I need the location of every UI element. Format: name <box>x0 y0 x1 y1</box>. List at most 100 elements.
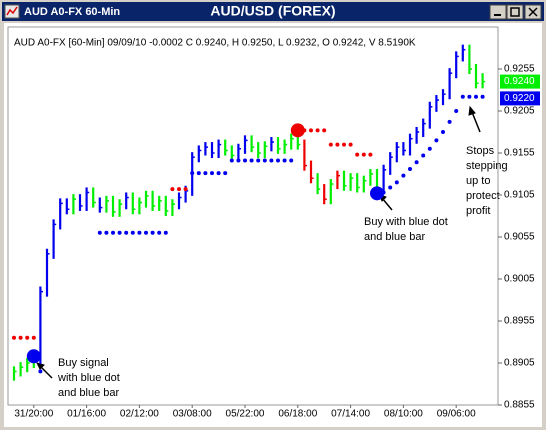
annotation: with blue dot <box>57 372 120 384</box>
x-tick-label: 03/08:00 <box>173 409 212 420</box>
y-tick-label: 0.8855 <box>504 400 535 411</box>
stop-dot <box>183 187 188 192</box>
window-buttons <box>489 4 542 20</box>
stop-dot <box>282 158 287 163</box>
stop-dot <box>25 335 30 340</box>
stop-dot <box>196 171 201 176</box>
y-tick-label: 0.8905 <box>504 358 535 369</box>
arrow-line <box>471 111 481 133</box>
price-tag <box>500 74 540 89</box>
stop-dot <box>243 158 247 163</box>
arrow-head <box>468 105 476 116</box>
stop-dot <box>190 171 195 176</box>
stop-dot <box>348 142 353 147</box>
stop-dot <box>130 230 135 235</box>
stop-dot <box>401 173 406 178</box>
stop-dot <box>427 146 432 151</box>
y-tick-label: 0.9005 <box>504 274 535 285</box>
stop-dot <box>454 109 459 113</box>
stop-dot <box>414 160 419 165</box>
stop-dot <box>289 158 294 163</box>
stop-dot <box>276 158 280 163</box>
annotation: and blue bar <box>364 231 425 243</box>
annotation: and blue bar <box>58 387 119 399</box>
stop-dot <box>460 94 465 99</box>
stop-dot <box>394 180 399 185</box>
stop-dot <box>210 171 214 176</box>
app-icon-glyph <box>6 6 18 16</box>
chart-title: AUD/USD (FOREX) <box>210 3 335 19</box>
stop-dot <box>38 369 43 374</box>
stop-dot <box>170 187 175 192</box>
stop-dot <box>216 171 221 176</box>
stop-dot <box>256 158 261 163</box>
stop-dot <box>335 142 340 147</box>
stop-dot <box>355 152 360 157</box>
close-glyph <box>528 7 538 17</box>
stop-dot <box>434 138 439 143</box>
stop-dot <box>124 230 129 235</box>
stop-dot <box>97 230 102 235</box>
chart-area <box>4 23 542 427</box>
stop-dot <box>177 187 181 192</box>
y-tick-label: 0.9205 <box>504 106 535 117</box>
annotation: Buy with blue dot <box>364 216 448 228</box>
stop-dot <box>12 335 16 340</box>
y-tick-label: 0.9105 <box>504 190 535 201</box>
stop-dot <box>408 166 412 171</box>
title-bar <box>2 2 544 21</box>
annotation: Stops <box>466 145 495 157</box>
stop-dot <box>144 230 148 235</box>
stop-dot <box>262 158 267 163</box>
stop-dot <box>249 158 254 163</box>
y-tick-label: 0.8955 <box>504 316 535 327</box>
x-tick-label: 06/18:00 <box>278 409 317 420</box>
stop-dot <box>137 230 142 235</box>
price-tag-label: 0.9220 <box>504 93 535 104</box>
stop-dot <box>229 158 234 163</box>
stop-dot <box>309 128 313 133</box>
stop-dot <box>361 152 366 157</box>
maximize-button[interactable] <box>506 4 524 20</box>
stop-dot <box>388 185 393 190</box>
stop-dot <box>269 158 274 163</box>
x-tick-label: 08/10:00 <box>384 409 423 420</box>
annotation: stepping <box>466 160 508 172</box>
minimize-button[interactable] <box>489 4 507 20</box>
stop-dot <box>447 119 452 124</box>
stop-dot <box>467 94 472 99</box>
signal-dot <box>370 186 384 201</box>
arrow-line <box>39 365 53 379</box>
stop-dot <box>421 153 426 158</box>
stop-dot <box>322 128 327 133</box>
stop-dot <box>117 230 122 235</box>
stop-dot <box>328 142 333 147</box>
y-tick-label: 0.9255 <box>504 64 535 75</box>
x-tick-label: 01/16:00 <box>67 409 106 420</box>
x-tick-label: 02/12:00 <box>120 409 159 420</box>
price-tag-label: 0.9240 <box>504 76 535 87</box>
x-tick-label: 07/14:00 <box>331 409 370 420</box>
window-title: AUD A0-FX 60-Min <box>24 6 120 18</box>
x-tick-label: 31/20:00 <box>14 409 53 420</box>
stop-dot <box>111 230 115 235</box>
x-tick-label: 09/06:00 <box>437 409 476 420</box>
stop-dot <box>236 158 241 163</box>
y-tick-label: 0.9155 <box>504 148 535 159</box>
plot-frame <box>7 26 499 406</box>
stop-dot <box>223 171 228 176</box>
arrow-head <box>36 362 45 370</box>
stop-dot <box>150 230 155 235</box>
stop-dot <box>203 171 208 176</box>
stop-dot <box>18 335 23 340</box>
stop-dot <box>441 130 445 134</box>
maximize-glyph <box>510 7 520 17</box>
stop-dot <box>104 230 109 235</box>
stop-dot <box>163 230 168 235</box>
info-line: AUD A0-FX [60-Min] 09/09/10 -0.0002 C 0.… <box>14 38 416 49</box>
annotation: up to <box>466 175 490 187</box>
stop-dot <box>342 142 346 147</box>
stop-dot <box>368 152 373 157</box>
signal-dot <box>26 349 41 364</box>
